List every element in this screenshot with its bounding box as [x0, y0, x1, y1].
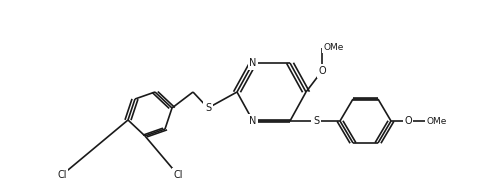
Text: O: O — [403, 116, 411, 126]
Text: N: N — [249, 58, 256, 68]
Text: O: O — [318, 66, 325, 76]
Text: N: N — [249, 116, 256, 126]
Text: S: S — [204, 103, 210, 113]
Text: OMe: OMe — [425, 117, 445, 126]
Text: Cl: Cl — [57, 170, 67, 180]
Text: S: S — [312, 116, 319, 126]
Text: Cl: Cl — [173, 170, 182, 180]
Text: OMe: OMe — [322, 44, 343, 52]
